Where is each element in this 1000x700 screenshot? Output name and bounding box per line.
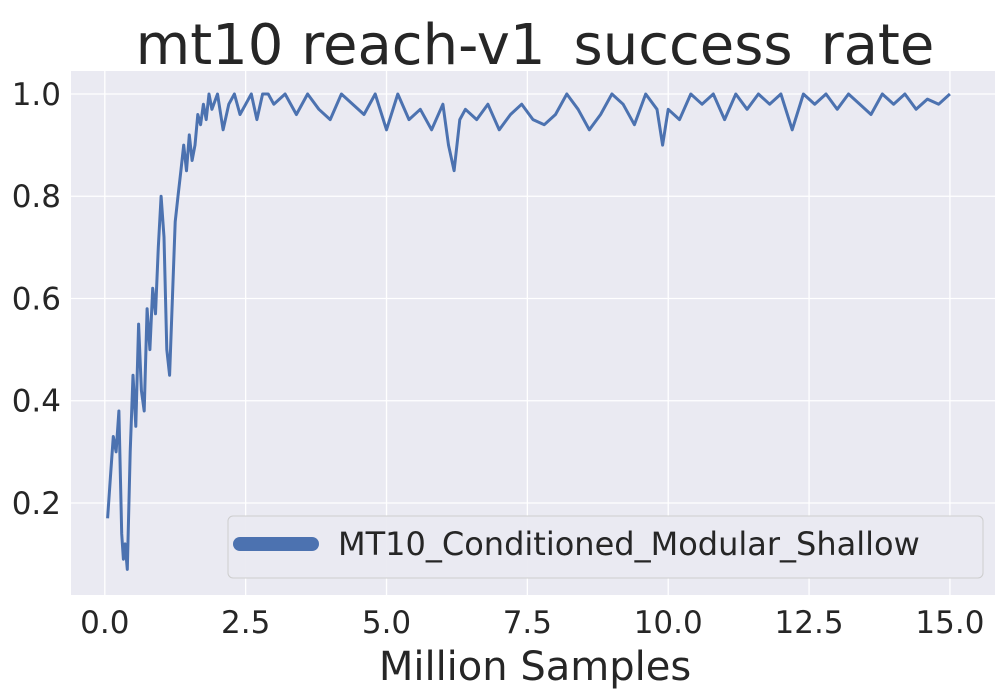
y-tick-label: 0.6 [12,281,61,317]
grid-lines [71,71,995,595]
legend-label: MT10_Conditioned_Modular_Shallow [338,525,920,563]
series-line-0 [106,92,951,571]
x-tick-label: 7.5 [503,605,552,641]
x-tick-label: 0.0 [80,605,129,641]
y-tick-label: 0.4 [12,384,61,420]
x-tick-label: 15.0 [915,605,984,641]
x-tick-label: 12.5 [775,605,844,641]
x-tick-label: 10.0 [634,605,703,641]
x-tick-label: 5.0 [362,605,411,641]
y-tick-label: 0.8 [12,179,61,215]
chart-title: mt10 reach-v1_success_rate [136,13,935,78]
legend-box [227,515,984,579]
legend: MT10_Conditioned_Modular_Shallow [227,515,984,579]
y-tick-label: 1.0 [12,77,61,113]
series-layer [106,92,951,571]
x-axis-ticks: 0.0 2.5 5.0 7.5 10.0 12.5 15.0 [80,605,984,641]
x-axis-label: Million Samples [379,644,691,690]
y-tick-label: 0.2 [12,486,61,522]
x-tick-label: 2.5 [221,605,270,641]
y-axis-ticks: 0.2 0.4 0.6 0.8 1.0 [12,77,61,522]
plot-area [71,71,995,595]
